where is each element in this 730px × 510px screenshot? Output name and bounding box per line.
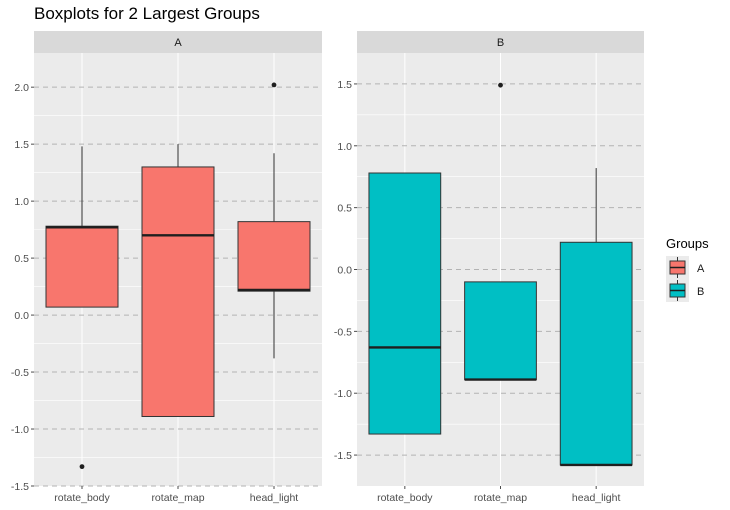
- box-rect: [559, 241, 633, 466]
- legend-label: A: [697, 263, 705, 275]
- panel-B: B -1.5 -1.0 -0.5 0.0 0.5 1.0 1.5 rotate_body rota…: [334, 31, 644, 504]
- y-tick-label: 0.5: [337, 203, 352, 215]
- y-tick-label: 1.0: [14, 196, 29, 208]
- box-rotate_map: [141, 144, 215, 417]
- x-tick-label: head_light: [250, 492, 299, 504]
- y-tick-label: 0.0: [337, 265, 352, 277]
- panel-strip-label: B: [497, 37, 504, 49]
- y-tick-label: 1.0: [337, 141, 352, 153]
- x-tick-label: rotate_body: [54, 492, 110, 504]
- y-tick-label: 1.5: [14, 139, 29, 151]
- x-tick-label: rotate_map: [151, 492, 204, 504]
- legend-key-A: [666, 256, 689, 279]
- panel-A: A -1.5 -1.0 -0.5 0.0 0.5 1.0 1.5 2.0 rotate_body r…: [11, 31, 322, 504]
- outlier-point: [79, 464, 85, 470]
- box-head_light: [237, 82, 311, 359]
- box-rect: [237, 221, 311, 292]
- legend-key-B: [666, 279, 689, 302]
- box-rect: [45, 225, 119, 308]
- panel-strip-label: A: [174, 37, 182, 49]
- y-tick-label: -1.0: [11, 424, 29, 436]
- box-rotate_body: [45, 146, 119, 470]
- legend-title: Groups: [666, 236, 709, 251]
- y-tick-label: 2.0: [14, 82, 29, 94]
- x-tick-label: head_light: [572, 492, 621, 504]
- y-tick-label: 0.0: [14, 310, 29, 322]
- box-rect: [464, 281, 537, 381]
- outlier-point: [498, 82, 503, 88]
- panel-strip: [357, 31, 644, 53]
- box-rect: [368, 172, 442, 435]
- outlier-point: [271, 82, 277, 88]
- x-tick-label: rotate_body: [377, 492, 433, 504]
- y-tick-label: -0.5: [11, 367, 29, 379]
- y-tick-label: -0.5: [334, 326, 352, 338]
- panel-strip: [34, 31, 322, 53]
- legend-label: B: [697, 286, 704, 298]
- y-tick-label: 1.5: [337, 79, 352, 91]
- legend: Groups AB: [666, 236, 709, 302]
- y-tick-label: 0.5: [14, 253, 29, 265]
- x-tick-label: rotate_map: [474, 492, 527, 504]
- y-tick-label: -1.0: [334, 388, 352, 400]
- box-rect: [141, 166, 215, 417]
- y-tick-label: -1.5: [334, 450, 352, 462]
- box-rotate_body: [368, 172, 442, 435]
- y-tick-label: -1.5: [11, 481, 29, 493]
- box-rotate_map: [464, 82, 537, 381]
- chart-title: Boxplots for 2 Largest Groups: [34, 4, 260, 23]
- box-head_light: [559, 168, 633, 467]
